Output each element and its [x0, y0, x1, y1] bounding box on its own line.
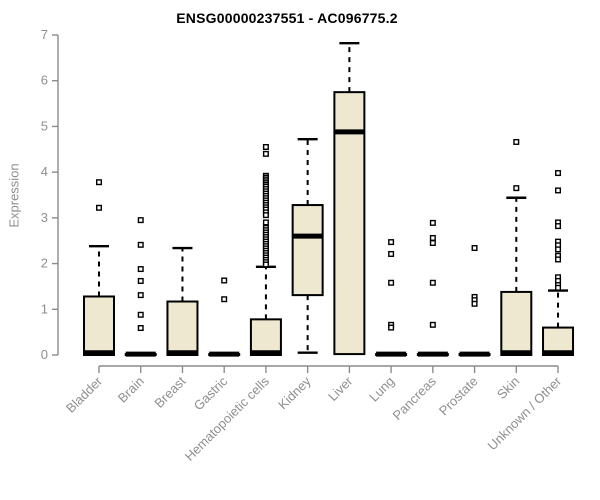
outlier-point — [429, 279, 436, 286]
x-tick-label: Breast — [151, 373, 188, 410]
outlier-point — [262, 143, 269, 150]
outlier-point — [221, 296, 228, 303]
x-tick-label: Gastric — [191, 373, 231, 413]
outlier-point — [429, 321, 436, 328]
outlier-point — [388, 324, 395, 331]
y-tick-label: 5 — [41, 118, 48, 133]
x-tick-label: Bladder — [63, 373, 106, 416]
y-tick-label: 1 — [41, 301, 48, 316]
box — [333, 91, 366, 356]
box — [249, 318, 282, 357]
outlier-point — [429, 239, 436, 246]
outlier-point — [513, 138, 520, 145]
outlier-point — [555, 256, 562, 263]
outlier-point — [137, 241, 144, 248]
y-tick-label: 4 — [41, 164, 48, 179]
outlier-point — [388, 250, 395, 257]
y-tick-label: 3 — [41, 210, 48, 225]
outlier-point — [95, 179, 102, 186]
outlier-point — [555, 170, 562, 177]
outlier-point — [555, 284, 562, 291]
box — [291, 204, 324, 297]
outlier-point — [388, 239, 395, 246]
y-tick-label: 7 — [41, 27, 48, 42]
outlier-point — [555, 246, 562, 253]
outlier-point — [555, 223, 562, 230]
outlier-point — [262, 261, 269, 268]
outlier-point — [137, 277, 144, 284]
outlier-point — [262, 219, 269, 226]
outlier-point — [471, 245, 478, 252]
outlier-point — [555, 187, 562, 194]
x-tick-label: Pancreas — [390, 373, 440, 423]
box — [83, 295, 115, 357]
outlier-point — [137, 292, 144, 299]
outlier-point — [137, 217, 144, 224]
outlier-point — [95, 204, 102, 211]
y-tick-label: 0 — [41, 347, 48, 362]
outlier-point — [388, 279, 395, 286]
outlier-point — [429, 219, 436, 226]
x-tick-label: Skin — [494, 374, 522, 402]
y-tick-label: 2 — [41, 256, 48, 271]
x-tick-label: Brain — [115, 374, 147, 406]
outlier-point — [429, 234, 436, 241]
chart-title: ENSG00000237551 - AC096775.2 — [176, 10, 398, 26]
x-tick-label: Liver — [325, 373, 356, 404]
outlier-point — [137, 311, 144, 318]
outlier-point — [513, 185, 520, 192]
outlier-point — [221, 277, 228, 284]
x-tick-label: Prostate — [436, 374, 481, 419]
outlier-point — [471, 300, 478, 307]
x-tick-label: Lung — [366, 374, 397, 405]
box — [500, 290, 533, 356]
outlier-point — [137, 266, 144, 273]
outlier-point — [137, 325, 144, 332]
y-tick-label: 6 — [41, 73, 48, 88]
x-tick-label: Kidney — [275, 373, 314, 412]
box — [166, 300, 199, 356]
outlier-point — [262, 212, 269, 219]
outlier-point — [262, 150, 269, 157]
x-tick-label: Unknown / Other — [485, 373, 565, 453]
